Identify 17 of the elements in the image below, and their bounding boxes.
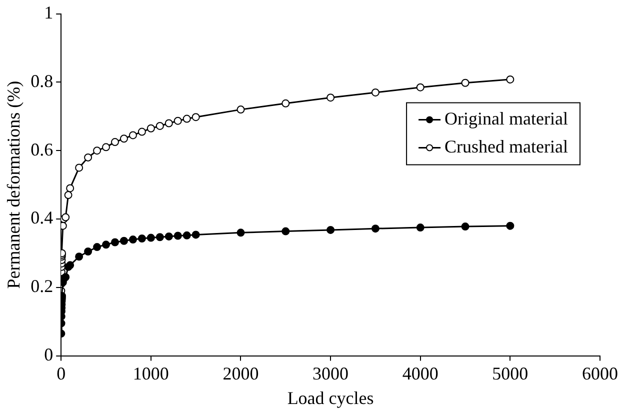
legend-label: Original material: [444, 108, 568, 128]
y-axis-title: Permanent deformations (%): [4, 80, 24, 289]
x-axis-title: Load cycles: [287, 388, 374, 408]
x-tick-label: 6000: [582, 363, 618, 384]
x-tick-label: 5000: [492, 363, 528, 384]
y-tick-label: 0.8: [30, 70, 54, 91]
x-tick-label: 3000: [312, 363, 349, 384]
x-tick-label: 2000: [222, 363, 259, 384]
x-tick-label: 0: [56, 363, 66, 384]
y-tick-label: 0.2: [30, 276, 54, 296]
y-tick-label: 1: [44, 2, 54, 23]
y-tick-label: 0.4: [30, 208, 54, 228]
y-tick-label: 0.6: [30, 139, 54, 160]
x-tick-label: 4000: [402, 363, 438, 384]
y-tick-label: 0: [44, 344, 54, 365]
x-tick-label: 1000: [132, 363, 169, 384]
legend-label: Crushed material: [444, 136, 568, 156]
